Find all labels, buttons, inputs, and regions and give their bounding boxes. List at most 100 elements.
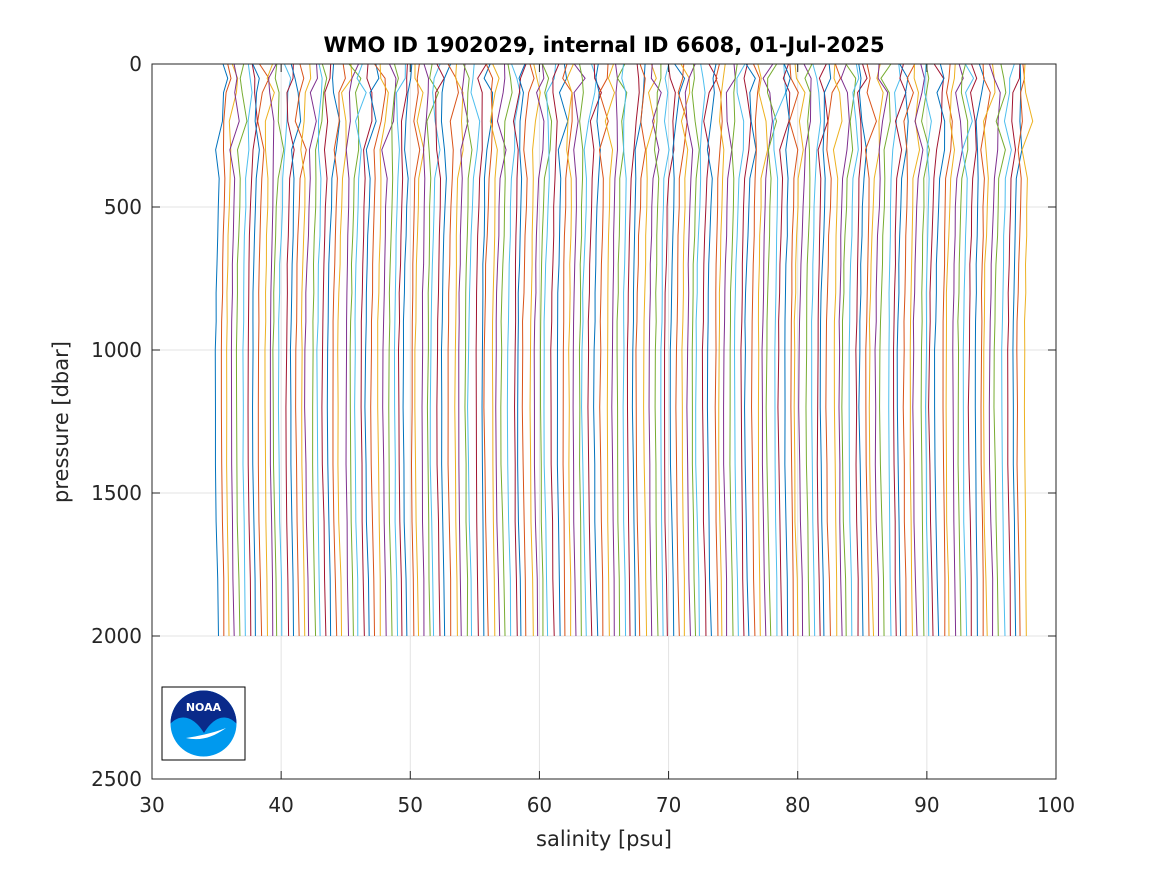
salinity-profile-line [289,63,302,637]
salinity-profile-line [397,63,408,637]
salinity-profile-line [1007,63,1021,637]
salinity-profile-line [811,63,822,637]
salinity-profile-line [300,63,312,637]
salinity-profile-line [285,63,295,637]
salinity-profile-line [1016,63,1026,637]
salinity-profile-line [777,63,791,637]
y-tick-label: 0 [129,52,142,76]
salinity-profile-line [864,63,877,637]
x-tick-label: 30 [139,793,164,817]
salinity-profile-line [934,63,946,637]
salinity-profile-line [967,63,978,637]
salinity-profile-line [370,63,387,637]
salinity-profile-line [578,63,584,637]
salinity-profile-line [235,63,248,637]
salinity-profile-line [337,63,353,637]
salinity-profile-line [533,63,545,637]
noaa-logo: NOAA [161,686,246,761]
salinity-profile-line [858,63,868,637]
profile-lines [214,63,1034,637]
salinity-profile-line [621,63,627,637]
salinity-profile-line [714,63,723,637]
salinity-profile-line [304,63,318,637]
salinity-profile-line [680,63,691,637]
salinity-profile-line [495,63,507,637]
salinity-profile-line [377,63,389,637]
salinity-profile-line [550,63,560,637]
salinity-profile-line [974,63,985,637]
salinity-profile-line [920,63,930,637]
x-tick-label: 80 [785,793,810,817]
y-tick-label: 2500 [91,767,142,791]
salinity-profile-line [734,63,746,637]
salinity-profile-line [902,63,916,637]
axis-ticks [151,63,1057,780]
y-tick-label: 1000 [91,338,142,362]
x-tick-label: 40 [268,793,293,817]
salinity-profile-line [598,63,609,637]
salinity-profile-line [924,63,932,637]
salinity-profile-line [1012,63,1023,637]
salinity-profile-line [604,63,615,637]
salinity-profile-line [961,63,975,637]
salinity-profile-line [388,63,399,637]
y-tick-label: 500 [104,195,142,219]
salinity-profile-line [410,63,421,637]
salinity-profile-line [1021,63,1034,637]
salinity-profile-line [247,63,258,637]
logo-sky-shape [170,690,237,733]
salinity-profile-line [326,63,341,637]
y-tick-label: 1500 [91,481,142,505]
salinity-profile-line [414,63,425,637]
salinity-profile-line [848,63,860,637]
salinity-profile-line [226,63,239,637]
salinity-profile-line [360,63,373,637]
salinity-profile-line [264,63,275,637]
salinity-profile-line [462,63,473,637]
y-axis-label: pressure [dbar] [49,341,73,503]
salinity-profile-line [294,63,307,637]
salinity-profile-line [229,63,240,637]
plot-area [152,64,1056,779]
salinity-profile-line [458,63,469,637]
plot-frame [151,63,1057,780]
salinity-profile-line [868,63,884,637]
salinity-profile-line [838,63,850,637]
salinity-profile-line [874,63,889,637]
salinity-profile-line [945,63,956,637]
salinity-profile-line [893,63,907,637]
salinity-profile-line [440,63,452,637]
salinity-profile-line [723,63,736,637]
x-tick-label: 100 [1037,793,1075,817]
salinity-profile-line [832,63,843,637]
salinity-profile-line [744,63,757,637]
x-tick-label: 90 [914,793,939,817]
salinity-profile-line [695,63,706,637]
salinity-profile-line [512,63,527,637]
salinity-profile-line [345,63,359,637]
salinity-profile-line [909,63,921,637]
salinity-profile-line [635,63,647,637]
salinity-profile-line [354,63,367,637]
salinity-profile-line [701,63,718,637]
salinity-profile-line [312,63,328,637]
salinity-profile-line [402,63,413,637]
salinity-profile-line [825,63,842,637]
salinity-profile-line [660,63,670,637]
logo-text: NOAA [186,701,222,714]
salinity-profile-line [381,63,397,637]
salinity-profile-line [912,63,925,637]
chart-title: WMO ID 1902029, internal ID 6608, 01-Jul… [323,33,884,57]
salinity-profile-line [566,63,574,637]
salinity-profile-line [879,63,892,637]
salinity-profile-line [475,63,487,637]
salinity-profile-line [793,63,806,637]
salinity-profile-line [556,63,569,637]
salinity-profile-line [252,63,260,637]
salinity-profile-line [529,63,541,637]
salinity-profile-line [581,63,597,637]
salinity-profile-line [268,63,277,637]
salinity-profile-line [957,63,969,637]
salinity-profile-line [757,63,769,637]
